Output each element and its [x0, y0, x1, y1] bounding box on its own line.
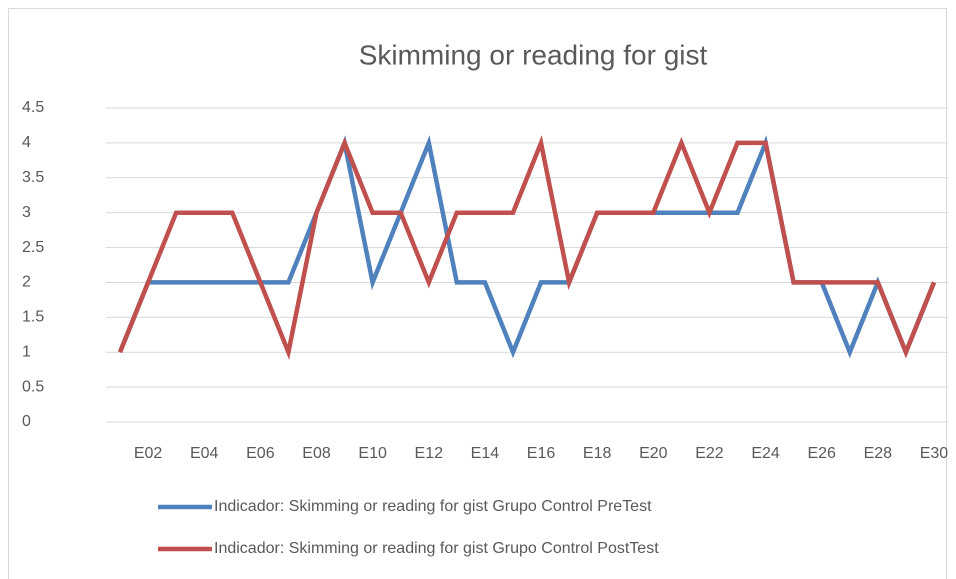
x-tick-label: E06: [246, 445, 275, 462]
x-tick-label: E22: [695, 445, 724, 462]
x-tick-label: E08: [302, 445, 331, 462]
x-tick-label: E20: [639, 445, 668, 462]
x-tick-label: E10: [358, 445, 387, 462]
y-tick-label: 1.5: [22, 309, 44, 326]
x-tick-label: E04: [190, 445, 219, 462]
x-tick-label: E14: [471, 445, 500, 462]
chart-title: Skimming or reading for gist: [359, 39, 708, 70]
y-tick-label: 2: [22, 274, 31, 291]
x-tick-label: E30: [920, 445, 949, 462]
y-tick-label: 3: [22, 204, 31, 221]
x-tick-label: E12: [415, 445, 444, 462]
y-tick-label: 4: [22, 134, 31, 151]
x-tick-label: E26: [807, 445, 836, 462]
x-tick-label: E02: [134, 445, 163, 462]
x-tick-label: E24: [751, 445, 780, 462]
y-tick-label: 1: [22, 343, 31, 360]
y-tick-label: 2.5: [22, 239, 44, 256]
legend-label: Indicador: Skimming or reading for gist …: [214, 498, 652, 515]
legend-label: Indicador: Skimming or reading for gist …: [214, 540, 659, 557]
y-tick-label: 4.5: [22, 99, 44, 116]
chart-border: [8, 8, 947, 579]
x-tick-label: E28: [864, 445, 893, 462]
series-line: [117, 135, 937, 361]
x-tick-label: E18: [583, 445, 612, 462]
x-tick-label: E16: [527, 445, 556, 462]
y-tick-label: 3.5: [22, 169, 44, 186]
y-tick-label: 0: [22, 413, 31, 430]
y-tick-label: 0.5: [22, 378, 44, 395]
